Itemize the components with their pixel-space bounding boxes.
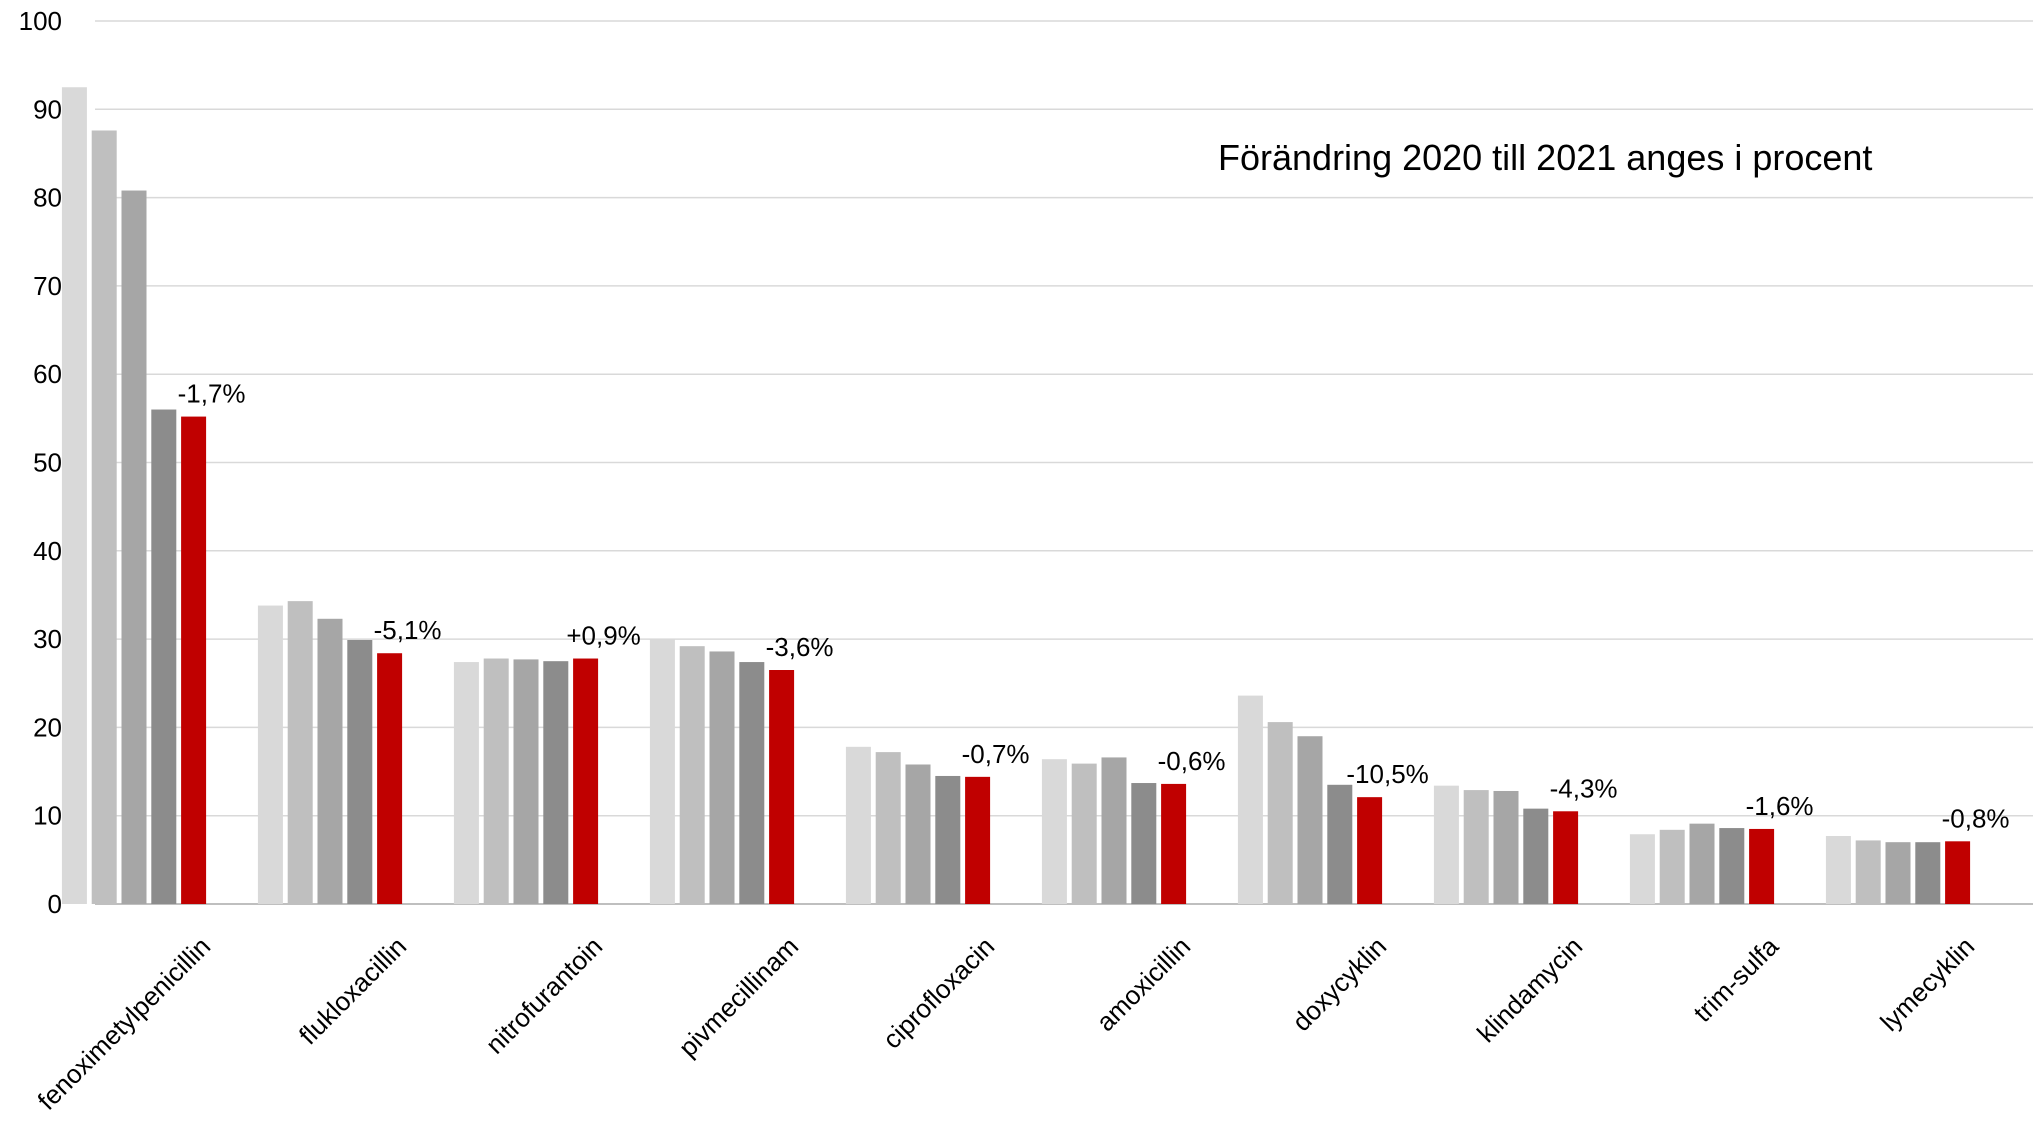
- x-axis-ticks: fenoximetylpenicillin flukloxacillin nitro…: [32, 931, 1981, 1116]
- bar: [1885, 842, 1911, 904]
- bar: [1161, 783, 1187, 904]
- bar: [875, 752, 901, 904]
- x-tick-label: lymecyklin: [1874, 931, 1980, 1037]
- y-tick-label: 0: [48, 889, 62, 919]
- change-label: -10,5%: [1346, 759, 1428, 789]
- bar: [1945, 841, 1971, 904]
- bar: [287, 601, 313, 904]
- bar: [1855, 840, 1881, 904]
- bar: [1749, 828, 1775, 904]
- bar: [1267, 722, 1293, 904]
- bars: [61, 87, 1971, 905]
- bar: [1463, 790, 1489, 904]
- bar: [1689, 823, 1715, 904]
- bar: [649, 639, 675, 904]
- y-tick-label: 60: [33, 359, 62, 389]
- y-tick-label: 70: [33, 271, 62, 301]
- x-tick-label: amoxicillin: [1090, 931, 1196, 1037]
- bar: [513, 659, 539, 904]
- bar: [1659, 829, 1685, 904]
- bar: [347, 639, 373, 904]
- bar: [1915, 842, 1941, 904]
- bar: [679, 646, 705, 904]
- bar: [845, 746, 871, 904]
- y-tick-label: 80: [33, 183, 62, 213]
- bar: [573, 658, 599, 904]
- gridlines: [95, 20, 2033, 905]
- y-tick-label: 90: [33, 94, 62, 124]
- bar: [317, 618, 343, 904]
- bar: [1297, 736, 1323, 904]
- change-label: -3,6%: [766, 632, 834, 662]
- x-tick-label: pivmecillinam: [673, 931, 805, 1063]
- bar: [377, 653, 403, 904]
- bar: [543, 661, 569, 904]
- x-tick-label: flukloxacillin: [293, 931, 412, 1050]
- bar: [739, 662, 765, 904]
- bar: [769, 670, 795, 904]
- bar: [1523, 808, 1549, 904]
- y-tick-label: 50: [33, 448, 62, 478]
- bar: [121, 190, 147, 904]
- bar: [905, 764, 931, 904]
- bar: [91, 130, 117, 904]
- bar: [1629, 834, 1655, 904]
- y-axis-ticks: 0 10 20 30 40 50 60 70 80 90 100: [19, 6, 62, 919]
- bar: [965, 776, 991, 904]
- bar: [1041, 759, 1067, 904]
- bar: [483, 658, 509, 904]
- change-label: -4,3%: [1550, 773, 1618, 803]
- change-label: +0,9%: [566, 621, 640, 651]
- change-labels: -1,7% -5,1% +0,9% -3,6% -0,7% -0,6% -10,5% -4,3…: [178, 379, 2010, 834]
- bar: [1493, 790, 1519, 904]
- change-label: -1,6%: [1746, 791, 1814, 821]
- bar: [181, 416, 207, 904]
- bar: [61, 87, 87, 905]
- change-label: -5,1%: [374, 615, 442, 645]
- bar: [1131, 783, 1157, 904]
- y-tick-label: 100: [19, 6, 62, 36]
- bar: [1101, 757, 1127, 904]
- bar: [1719, 828, 1745, 904]
- y-tick-label: 20: [33, 712, 62, 742]
- bar: [1433, 785, 1459, 904]
- change-label: -0,7%: [962, 739, 1030, 769]
- bar: [1825, 836, 1851, 904]
- y-tick-label: 40: [33, 536, 62, 566]
- x-tick-label: trim-sulfa: [1687, 931, 1784, 1028]
- x-tick-label: klindamycin: [1471, 931, 1588, 1048]
- y-tick-label: 10: [33, 801, 62, 831]
- bar: [257, 605, 283, 904]
- bar: [1327, 784, 1353, 904]
- y-tick-label: 30: [33, 624, 62, 654]
- x-tick-label: ciprofloxacin: [877, 931, 1000, 1054]
- bar: [453, 662, 479, 904]
- change-label: -0,8%: [1942, 803, 2010, 833]
- bar: [709, 651, 735, 904]
- bar: [151, 409, 177, 904]
- chart-annotation: Förändring 2020 till 2021 anges i procen…: [1218, 137, 1872, 178]
- change-label: -0,6%: [1158, 746, 1226, 776]
- bar: [1071, 763, 1097, 904]
- x-tick-label: nitrofurantoin: [480, 931, 609, 1060]
- x-tick-label: doxycyklin: [1286, 931, 1392, 1037]
- bar: [1553, 811, 1579, 904]
- bar: [935, 775, 961, 904]
- change-label: -1,7%: [178, 379, 246, 409]
- bar: [1237, 695, 1263, 904]
- bar: [1357, 797, 1383, 904]
- x-tick-label: fenoximetylpenicillin: [32, 931, 217, 1116]
